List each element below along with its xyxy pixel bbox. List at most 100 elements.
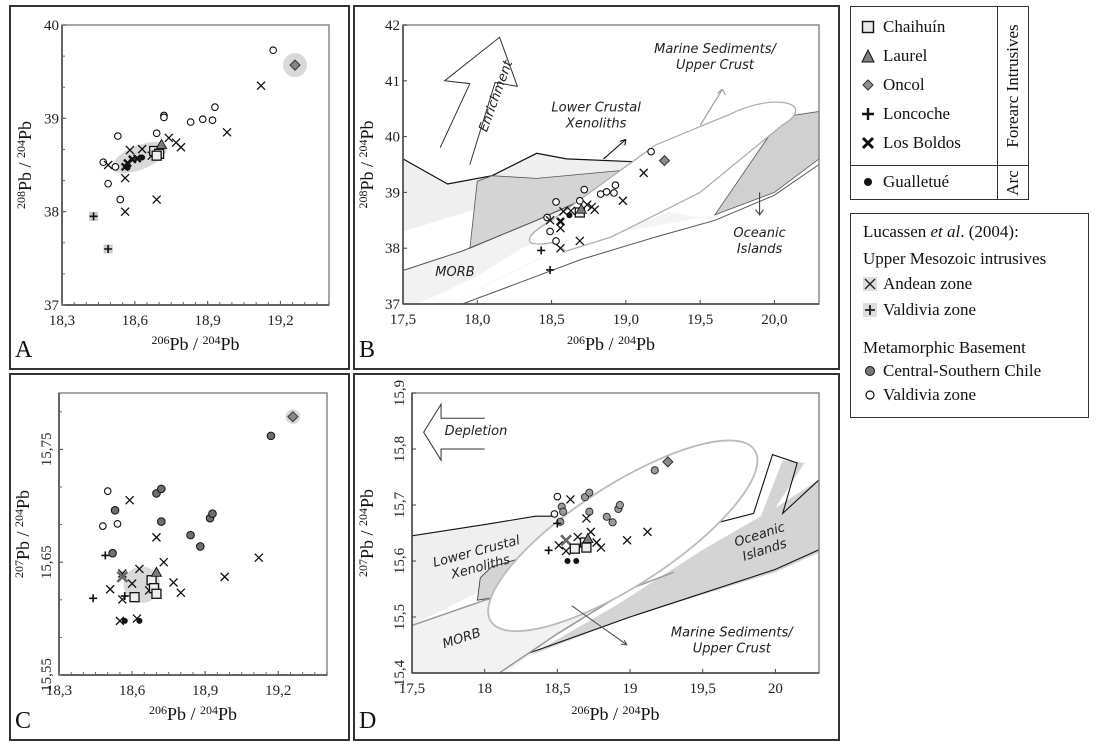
isotope-mass: 204 [200,703,218,717]
element-symbol: Pb [167,704,186,724]
open-circle-marker-icon [865,390,875,400]
lower-crustal-xenoliths-field [412,516,558,626]
legend-item-loncoche: Loncoche [861,102,950,126]
x-marker [643,527,652,537]
filled-circle-marker [266,431,276,441]
x-marker [115,616,125,626]
open-circle-marker [198,115,207,124]
lower-crustal-xenoliths-boundary [402,152,634,185]
annotation-line: Marine Sediments/ [671,626,794,641]
legend-ref-group2: Metamorphic Basement [863,338,1026,357]
filled-circle-marker [186,530,195,540]
y-tick-label: 37 [385,297,401,313]
element-symbol: Pb [15,172,35,191]
annotation-line: Depletion [445,424,508,439]
open-circle-marker [116,195,125,204]
x-marker [556,243,565,253]
legend-forearc-items: Chaihuín Laurel Oncol Loncoche Los Boldo… [851,7,998,166]
reference-fields [402,36,820,305]
x-marker [639,168,649,178]
x-marker [618,196,628,206]
series-central-southern-chile [108,431,276,558]
x-tick-label: 18,3 [46,683,72,699]
gray-circle-marker [585,507,594,516]
open-circle-marker [211,103,219,111]
x-tick-label: 20,0 [761,312,787,328]
legend-item-los-boldos: Los Boldos [861,131,961,155]
y-tick-label: 39 [44,111,59,127]
series-valdivia-zone-intrusives [544,519,562,555]
y-tick-label: 15,6 [392,547,408,574]
x-marker [575,236,585,246]
legend-ref-source-text: Lucassen et al. (2004): [863,222,1019,242]
legend-label: Chaihuín [883,17,946,36]
y-tick-label: 38 [44,205,59,221]
plus-marker [89,594,98,603]
element-symbol: Pb [357,540,377,559]
x-tick-label: 20 [768,681,783,697]
oceanic-pointer [755,192,765,217]
x-marker [164,133,174,143]
plus-marker [120,592,129,601]
open-circle-marker [186,118,195,126]
x-marker [596,543,606,553]
series-valdivia-zone-intrusives [89,551,129,603]
diamond-marker [289,59,301,71]
legend-label: Gualletué [883,172,950,191]
diamond-marker [658,154,671,167]
marine-pointer [699,88,726,126]
element-symbol: Pb [589,704,608,724]
element-symbol: Pb [13,490,33,509]
x-tick-label: 18,0 [464,312,490,328]
legend-item-laurel: Laurel [861,44,927,68]
filled-circle-marker [208,509,217,518]
dot-marker [566,212,573,219]
isotope-mass: 207 [12,560,26,578]
dot-marker [573,558,580,564]
x-tick-label: 18,9 [195,313,221,329]
square-marker [581,542,592,553]
x-tick-label: 19,5 [690,681,716,697]
series-gualletu- [121,617,143,624]
open-circle-marker [580,185,589,194]
morb-lower-boundary [462,164,820,305]
gray-x-marker [116,570,129,583]
x-marker [159,557,169,567]
open-circle-marker [575,196,584,205]
x-tick-label: 17,5 [399,681,425,697]
xenolith-pointer [603,138,627,160]
legend-item-chaihuin: Chaihuín [861,15,945,39]
y-axis-label: 207Pb / 204Pb [12,490,33,578]
y-tick-label: 15,55 [39,658,55,692]
y-tick-label: 40 [44,18,59,34]
triangle-marker [575,203,588,214]
isotope-mass: 204 [618,333,636,347]
legend-reference: Lucassen et al. (2004): Upper Mesozoic i… [850,213,1089,418]
series-oncol [658,154,671,167]
annotation-marine-sediments-upper-crust: Marine Sediments/Upper Crust [671,626,794,657]
bold-x-marker [556,217,565,226]
annotation-morb: MORB [435,265,474,280]
gray-circle-marker [608,518,617,527]
annotation-line: MORB [435,265,474,280]
annotation-marine-sediments-upper-crust: Marine Sediments/Upper Crust [654,42,777,73]
dot-marker [121,617,128,624]
ratio-slash: / [357,526,377,540]
depletion-arrow [423,402,485,462]
legend-label: Oncol [883,75,925,94]
y-tick-label: 42 [385,18,400,34]
annotation-line: Lower Crustal [551,100,641,115]
legend-label: Laurel [883,46,928,65]
ratio-slash: / [13,527,33,541]
x-tick-label: 18 [477,681,492,697]
legend-group-forearc-label: Forearc Intrusives [1003,24,1022,148]
reference-fields [411,402,820,674]
filled-circle-marker [110,506,120,515]
legend-label: Central-Southern Chile [883,361,1042,380]
y-tick-label: 40 [385,130,400,146]
open-circle-marker [610,189,618,197]
x-marker [558,206,568,216]
